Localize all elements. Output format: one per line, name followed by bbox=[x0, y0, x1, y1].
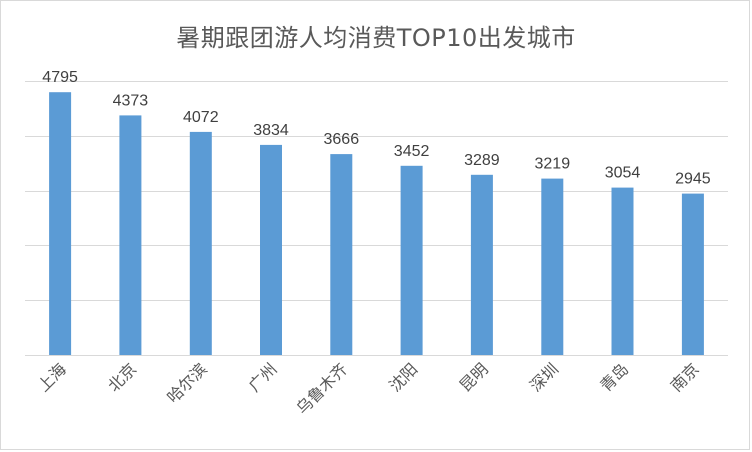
category-label: 青岛 bbox=[596, 359, 632, 395]
category-label: 南京 bbox=[667, 359, 703, 395]
bar bbox=[189, 131, 212, 355]
bar bbox=[260, 144, 282, 355]
gridlines bbox=[25, 81, 728, 356]
data-label: 3452 bbox=[394, 143, 430, 160]
data-label: 3219 bbox=[535, 156, 571, 173]
category-label: 北京 bbox=[104, 359, 140, 395]
category-label: 深圳 bbox=[526, 359, 562, 395]
data-label: 4072 bbox=[183, 109, 219, 126]
bar bbox=[470, 174, 493, 355]
bar bbox=[400, 165, 423, 355]
category-label: 昆明 bbox=[456, 359, 492, 395]
data-label: 3289 bbox=[464, 152, 500, 169]
category-label: 乌鲁木齐 bbox=[292, 359, 351, 418]
chart-title: 暑期跟团游人均消费TOP10出发城市 bbox=[176, 24, 576, 52]
bar bbox=[330, 154, 353, 355]
data-label: 4373 bbox=[113, 92, 149, 109]
category-label: 上海 bbox=[34, 359, 70, 395]
bar bbox=[49, 92, 72, 355]
data-label: 2945 bbox=[675, 171, 711, 188]
bars bbox=[49, 92, 704, 356]
data-label: 3054 bbox=[605, 165, 641, 182]
data-label: 3666 bbox=[324, 131, 360, 148]
data-label: 4795 bbox=[42, 69, 78, 86]
category-label: 广州 bbox=[245, 359, 281, 395]
bar bbox=[681, 193, 704, 355]
data-label: 3834 bbox=[253, 122, 289, 139]
bar bbox=[119, 115, 142, 356]
category-label: 沈阳 bbox=[385, 359, 421, 395]
category-label: 哈尔滨 bbox=[163, 359, 210, 406]
bar bbox=[541, 178, 564, 355]
category-labels: 上海 北京 哈尔滨 广州 乌鲁木齐 沈阳 昆明 深圳 青岛 南京 bbox=[34, 359, 703, 418]
bar bbox=[611, 187, 634, 355]
data-labels: 4795 4373 4072 3834 3666 3452 3289 3219 3054 2945 bbox=[42, 69, 710, 187]
